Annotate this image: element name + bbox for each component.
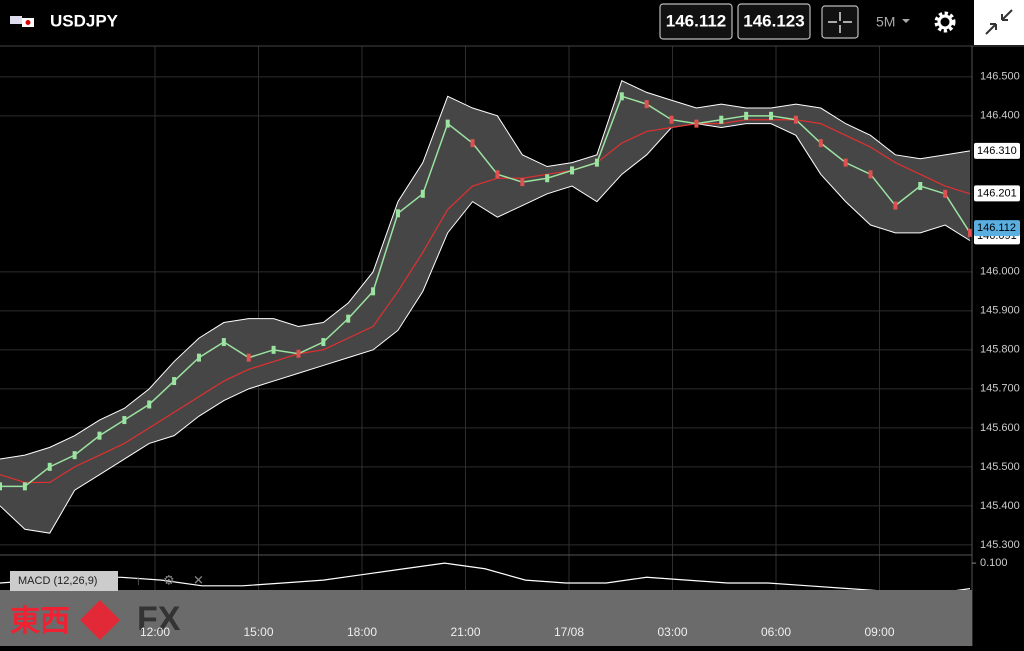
x-tick-label: 18:00 bbox=[347, 625, 377, 639]
watermark-logo bbox=[80, 600, 120, 640]
y-tick-label: 145.300 bbox=[980, 539, 1020, 551]
upper-band bbox=[0, 80, 971, 460]
macd-label: MACD (12,26,9) bbox=[18, 575, 97, 587]
candle bbox=[744, 111, 749, 120]
candle bbox=[72, 451, 77, 460]
candle bbox=[445, 119, 450, 128]
ask-price[interactable]: 146.123 bbox=[743, 11, 804, 30]
candle bbox=[470, 139, 475, 148]
candle bbox=[644, 100, 649, 109]
candle bbox=[0, 482, 2, 491]
price-box-label: 146.112 bbox=[977, 222, 1016, 234]
macd-tick-label: 0.100 bbox=[980, 557, 1008, 569]
compress-icon bbox=[985, 9, 1013, 35]
candle bbox=[97, 431, 102, 440]
candle bbox=[495, 170, 500, 179]
candle bbox=[669, 115, 674, 124]
y-tick-label: 145.400 bbox=[980, 500, 1020, 512]
candle bbox=[719, 115, 724, 124]
candle bbox=[221, 338, 226, 347]
x-tick-label: 09:00 bbox=[864, 625, 894, 639]
candle bbox=[122, 416, 127, 425]
candle bbox=[968, 228, 972, 237]
candle bbox=[868, 170, 873, 179]
y-tick-label: 145.500 bbox=[980, 461, 1020, 473]
price-box-label: 146.310 bbox=[977, 145, 1017, 157]
y-tick-label: 145.600 bbox=[980, 422, 1020, 434]
y-tick-label: 145.800 bbox=[980, 344, 1020, 356]
price-box bbox=[974, 142, 1020, 159]
crosshair-icon bbox=[828, 12, 852, 33]
candle bbox=[594, 158, 599, 167]
watermark-fx: FX bbox=[137, 600, 181, 638]
crosshair-button[interactable] bbox=[821, 5, 859, 39]
flags bbox=[10, 16, 34, 27]
candle bbox=[395, 209, 400, 218]
candle bbox=[893, 201, 898, 210]
candle bbox=[172, 377, 177, 386]
candle bbox=[843, 158, 848, 167]
bid-button[interactable] bbox=[659, 3, 733, 40]
candle bbox=[918, 182, 923, 191]
candle bbox=[47, 462, 52, 471]
candle bbox=[296, 349, 301, 358]
y-tick-label: 145.900 bbox=[980, 305, 1020, 317]
candle bbox=[545, 174, 550, 183]
x-tick-label: 12:00 bbox=[140, 625, 170, 639]
candle bbox=[943, 189, 948, 198]
candle bbox=[769, 111, 774, 120]
candle bbox=[793, 115, 798, 124]
macd-line bbox=[0, 562, 971, 595]
y-tick-label: 145.700 bbox=[980, 383, 1020, 395]
x-tick-label: 17/08 bbox=[554, 625, 584, 639]
price-box bbox=[974, 185, 1020, 202]
candle bbox=[420, 189, 425, 198]
bollinger-band bbox=[0, 80, 970, 534]
macd-label-box bbox=[10, 571, 118, 591]
fullscreen-button[interactable] bbox=[974, 0, 1024, 45]
macd-settings[interactable]: ⚙ bbox=[163, 572, 175, 587]
x-tick-label: 21:00 bbox=[450, 625, 480, 639]
candle bbox=[520, 178, 525, 187]
candle bbox=[371, 287, 376, 296]
candle bbox=[346, 314, 351, 323]
moving-average bbox=[0, 119, 971, 484]
candle bbox=[196, 353, 201, 362]
macd-up[interactable]: ↑ bbox=[135, 572, 142, 587]
candle bbox=[147, 400, 152, 409]
x-tick-label: 15:00 bbox=[243, 625, 273, 639]
symbol: USDJPY bbox=[50, 11, 119, 30]
price-line bbox=[0, 95, 971, 488]
candle bbox=[694, 119, 699, 128]
candle bbox=[818, 139, 823, 148]
y-tick-label: 146.500 bbox=[980, 71, 1020, 83]
candle bbox=[22, 482, 27, 491]
x-tick-label: 06:00 bbox=[761, 625, 791, 639]
x-tick-label: 03:00 bbox=[657, 625, 687, 639]
candle bbox=[321, 338, 326, 347]
time-bar bbox=[0, 590, 972, 646]
candle bbox=[246, 353, 251, 362]
dropdown-caret bbox=[902, 19, 910, 23]
price-box-label: 146.201 bbox=[977, 187, 1017, 199]
lower-band bbox=[0, 123, 971, 534]
timeframe[interactable]: 5M bbox=[876, 14, 895, 30]
ask-button[interactable] bbox=[737, 3, 811, 40]
bid-price[interactable]: 146.112 bbox=[666, 11, 727, 30]
settings-button[interactable] bbox=[934, 11, 956, 33]
candle bbox=[619, 92, 624, 101]
plot bbox=[0, 80, 972, 595]
y-tick-label: 146.400 bbox=[980, 110, 1020, 122]
macd-close[interactable]: ✕ bbox=[193, 572, 204, 587]
candle bbox=[271, 345, 276, 354]
y-tick-label: 146.000 bbox=[980, 266, 1020, 278]
candle bbox=[570, 166, 575, 175]
watermark-kanji: 東西 bbox=[10, 605, 70, 638]
price-box bbox=[974, 220, 1020, 237]
